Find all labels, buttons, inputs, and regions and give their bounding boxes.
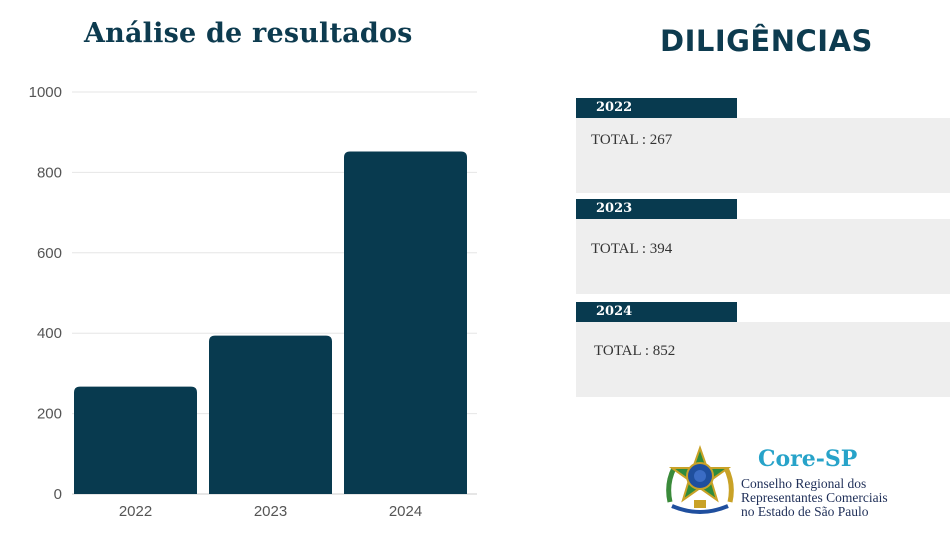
bar-2022 <box>74 386 197 494</box>
bar-2023 <box>209 335 332 494</box>
year-card-2022: 2022 TOTAL : 267 <box>576 98 950 193</box>
total-box: TOTAL : 267 <box>576 118 950 193</box>
y-tick-label: 1000 <box>29 84 62 101</box>
total-box: TOTAL : 852 <box>576 322 950 397</box>
logo-line: Representantes Comerciais <box>741 490 888 505</box>
y-tick-label: 0 <box>54 486 62 503</box>
x-tick-label: 2022 <box>119 503 152 520</box>
year-tab: 2022 <box>576 98 737 118</box>
bar-chart: 0 200 400 600 800 1000 2022 2023 2024 <box>29 84 477 520</box>
year-card-2024: 2024 TOTAL : 852 <box>576 302 950 397</box>
logo-line: Conselho Regional dos <box>741 476 867 491</box>
chart-title: Análise de resultados <box>84 18 413 49</box>
y-tick-label: 200 <box>37 406 62 423</box>
y-tick-label: 800 <box>37 164 62 181</box>
bar-2024 <box>344 151 467 494</box>
brazil-coat-of-arms-icon <box>666 444 734 514</box>
x-tick-label: 2024 <box>389 503 422 520</box>
x-tick-label: 2023 <box>254 503 287 520</box>
year-tab: 2023 <box>576 199 737 219</box>
year-tab: 2024 <box>576 302 737 322</box>
logo-line: no Estado de São Paulo <box>741 504 869 519</box>
diligencias-title: DILIGÊNCIAS <box>660 24 873 58</box>
y-tick-label: 600 <box>37 245 62 262</box>
total-box: TOTAL : 394 <box>576 219 950 294</box>
logo-name: Core-SP <box>758 446 858 472</box>
year-card-2023: 2023 TOTAL : 394 <box>576 199 950 294</box>
core-sp-logo: Core-SP Conselho Regional dos Representa… <box>664 444 944 522</box>
y-tick-label: 400 <box>37 325 62 342</box>
